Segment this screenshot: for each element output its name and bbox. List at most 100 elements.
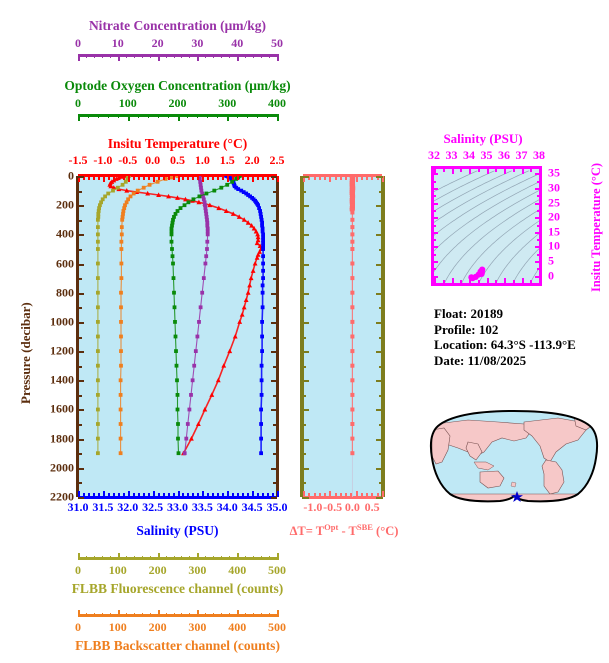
axis-major-tick [177,491,180,497]
axis-minor-tick [530,169,533,172]
series-marker [205,247,209,251]
axis-minor-tick [117,176,120,180]
pressure-minor-tick [273,248,277,251]
pressure-minor-tick [78,365,82,368]
axis-minor-tick [207,114,209,118]
axis-major-tick [469,278,471,283]
delta-temperature-panel[interactable] [300,174,385,499]
axis-tick-label: 200 [168,96,187,110]
series-marker [147,182,152,187]
delta-t-marker [350,422,355,426]
series-marker [174,349,178,353]
axis-major-tick [102,491,105,497]
series-marker [171,261,175,266]
delta-t-minor-tick [379,219,383,222]
oxygen-axis-line [78,114,279,121]
series-marker [96,393,100,397]
series-marker [96,225,100,229]
axis-major-tick [117,54,120,61]
axis-minor-tick [137,493,140,497]
series-marker [118,436,123,441]
axis-minor-tick [142,493,145,497]
series-marker [199,188,204,193]
ts-isopycnal [434,190,539,273]
series-marker [169,239,174,244]
series-marker [96,363,100,368]
series-marker [249,223,255,228]
pressure-minor-tick [78,482,82,485]
axis-tick-label: 100 [108,620,127,634]
series-marker [212,188,217,193]
axis-minor-tick [272,176,275,180]
axis-minor-tick [182,493,185,497]
axis-major-tick [177,176,180,182]
series-marker [259,393,264,397]
delta-t-minor-tick [302,453,306,456]
axis-minor-tick [345,493,348,497]
map-body [430,411,598,502]
delta-t-minor-tick [379,394,383,397]
fluorescence-axis-title: FLBB Fluorescence channel (counts) [71,581,284,596]
series-marker [170,254,175,259]
axis-minor-tick [345,176,348,180]
pressure-tick-label: 600 [56,256,74,271]
series-marker [200,191,205,196]
axis-tick-label: 34 [463,148,475,162]
ts-minor-tick [537,283,540,285]
axis-major-tick [329,491,332,497]
series-marker [113,176,119,181]
axis-minor-tick [109,54,111,58]
axis-tick-label: 33.5 [191,500,213,514]
delta-t-major-tick [302,409,309,412]
series-marker [172,215,176,219]
delta-t-marker [350,407,355,412]
profile-plot-panel[interactable] [76,174,279,499]
series-marker [204,254,209,259]
ts-diagram-panel[interactable] [431,166,542,286]
axis-major-tick [237,610,240,617]
ts-major-tick [535,246,540,249]
series-marker [170,247,174,251]
axis-major-tick [277,553,279,560]
axis-minor-tick [242,493,245,497]
series-marker [245,220,251,225]
series-marker [239,312,245,317]
axis-minor-tick [245,613,247,617]
series-marker [98,203,102,208]
ts-minor-tick [433,283,436,285]
axis-minor-tick [125,613,127,617]
series-marker [241,190,246,194]
series-marker [141,185,146,190]
ts-temperature-tick-label: 5 [548,253,554,268]
axis-minor-tick [229,613,231,617]
axis-major-tick [157,54,160,61]
axis-tick-label: 50 [271,36,283,50]
axis-minor-tick [122,176,125,180]
delta-t-marker [350,197,355,202]
pressure-major-tick [78,351,84,354]
pressure-major-tick [271,205,277,208]
axis-minor-tick [112,493,115,497]
delta-t-axis-title: ΔT= TOpt - TSBE (°C) [288,522,400,539]
series-marker [175,378,179,383]
pressure-tick-label: 1600 [50,401,74,416]
axis-minor-tick [165,613,167,617]
delta-t-minor-tick [379,278,383,281]
world-map-inset[interactable] [428,408,600,504]
axis-major-tick [277,54,279,61]
axis-major-tick [504,278,506,283]
axis-major-tick [521,169,524,174]
delta-t-major-tick [302,351,309,354]
delta-t-bottom-axis [303,496,382,499]
axis-minor-tick [221,556,223,560]
series-marker [123,203,127,208]
series-marker [261,235,265,240]
series-marker [96,305,100,310]
axis-minor-tick [217,176,220,180]
axis-minor-tick [313,493,316,497]
series-marker [224,176,229,178]
series-marker [246,193,250,197]
series-marker [124,187,130,193]
series-marker [96,209,101,213]
delta-t-curve [349,176,356,497]
